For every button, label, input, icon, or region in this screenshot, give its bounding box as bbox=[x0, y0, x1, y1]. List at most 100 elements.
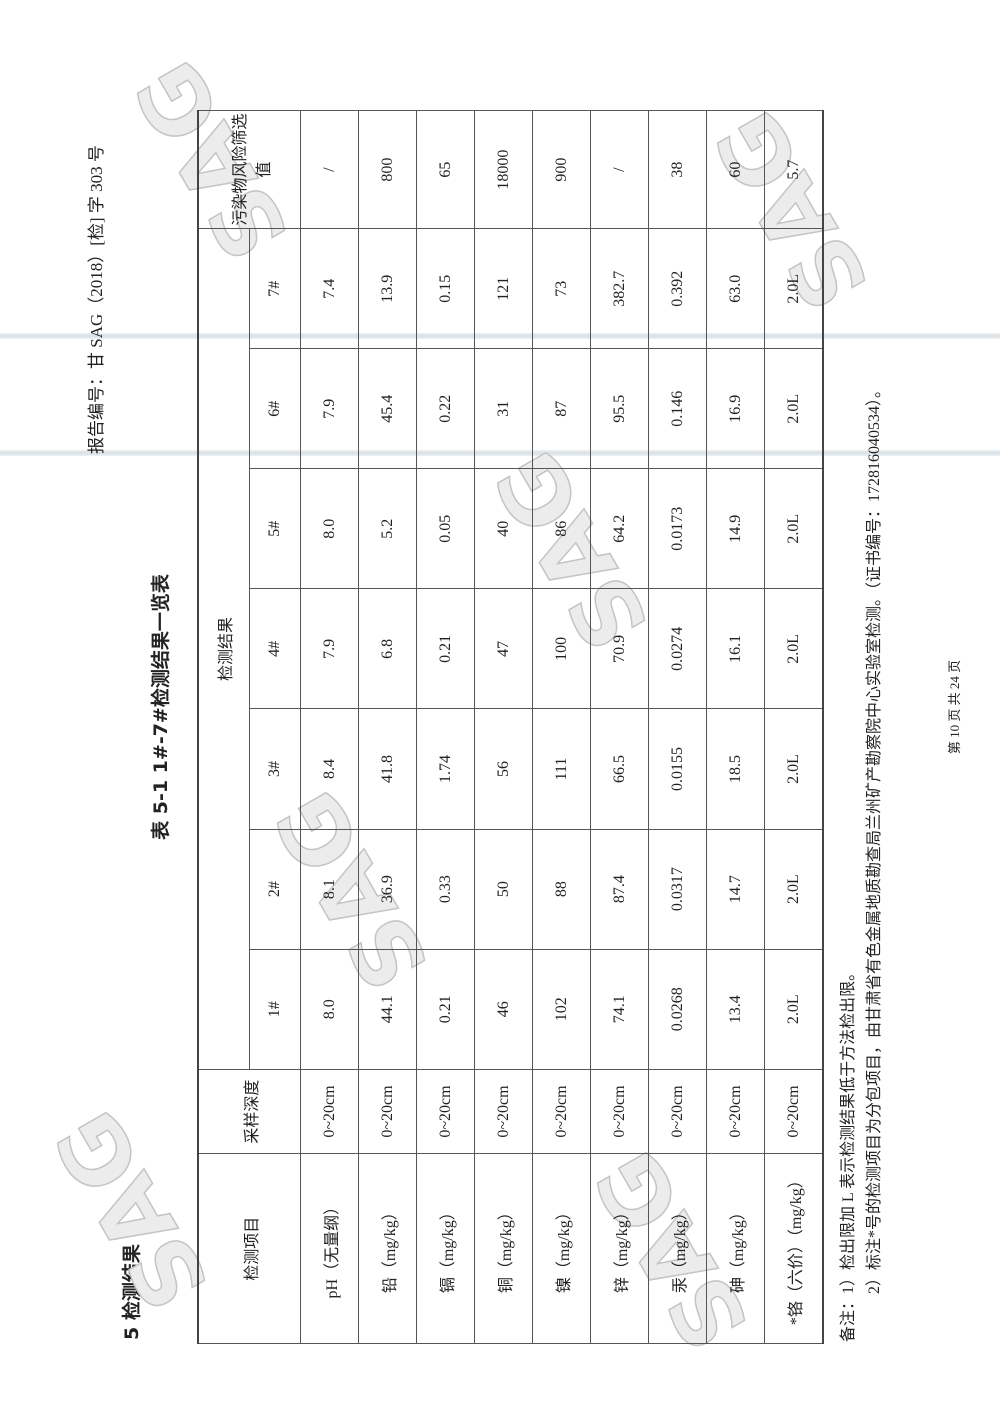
cell-depth: 0~20cm bbox=[416, 1069, 475, 1154]
cell-value: 0.33 bbox=[416, 829, 475, 950]
cell-value: 8.0 bbox=[300, 468, 359, 589]
cell-value: 0.0155 bbox=[648, 708, 707, 830]
cell-limit: 38 bbox=[648, 110, 707, 229]
cell-value: 6.8 bbox=[358, 588, 417, 709]
cell-item: 镍（mg/kg） bbox=[532, 1153, 591, 1344]
cell-value: 7.9 bbox=[300, 588, 359, 709]
cell-value: 50 bbox=[474, 829, 533, 950]
cell-value: 0.0173 bbox=[648, 468, 707, 589]
header-site: 3# bbox=[249, 708, 301, 830]
cell-item: 砷（mg/kg） bbox=[706, 1153, 765, 1344]
cell-value: 8.4 bbox=[300, 708, 359, 830]
cell-value: 40 bbox=[474, 468, 533, 589]
cell-value: 8.1 bbox=[300, 829, 359, 950]
cell-value: 16.1 bbox=[706, 588, 765, 709]
table-body: pH（无量纲） 0~20cm 8.0 8.1 8.4 7.9 8.0 7.9 7.4/铅（mg/… bbox=[300, 110, 823, 1344]
cell-value: 2.0L bbox=[764, 588, 823, 709]
table-row: 镍（mg/kg） 0~20cm 102 88 111 100 86 87 73 900 bbox=[532, 110, 591, 1344]
cell-limit: 60 bbox=[706, 110, 765, 229]
cell-value: 1.74 bbox=[416, 708, 475, 830]
cell-value: 13.9 bbox=[358, 228, 417, 349]
results-table: 检测项目 采样深度 检测结果 污染物风险筛选值 1# 2# 3# 4# 5# 6# 7# p… bbox=[197, 110, 824, 1344]
cell-value: 0.21 bbox=[416, 588, 475, 709]
header-site: 5# bbox=[249, 468, 301, 589]
cell-value: 64.2 bbox=[590, 468, 649, 589]
cell-value: 63.0 bbox=[706, 228, 765, 349]
cell-value: 46 bbox=[474, 949, 533, 1070]
cell-depth: 0~20cm bbox=[532, 1069, 591, 1154]
cell-value: 95.5 bbox=[590, 348, 649, 469]
cell-limit: 800 bbox=[358, 110, 417, 229]
cell-value: 7.4 bbox=[300, 228, 359, 349]
cell-value: 56 bbox=[474, 708, 533, 830]
section-title: 5 检测结果 bbox=[121, 1244, 143, 1340]
cell-value: 14.9 bbox=[706, 468, 765, 589]
cell-value: 0.15 bbox=[416, 228, 475, 349]
cell-value: 31 bbox=[474, 348, 533, 469]
cell-value: 14.7 bbox=[706, 829, 765, 950]
cell-value: 121 bbox=[474, 228, 533, 349]
cell-value: 41.8 bbox=[358, 708, 417, 830]
cell-value: 0.392 bbox=[648, 228, 707, 349]
cell-limit: / bbox=[590, 110, 649, 229]
header-depth: 采样深度 bbox=[198, 1069, 301, 1154]
cell-value: 5.2 bbox=[358, 468, 417, 589]
cell-value: 102 bbox=[532, 949, 591, 1070]
cell-limit: 900 bbox=[532, 110, 591, 229]
cell-value: 111 bbox=[532, 708, 591, 830]
page-footer: 第 10 页 共 24 页 bbox=[947, 659, 962, 755]
cell-value: 0.0268 bbox=[648, 949, 707, 1070]
cell-value: 0.146 bbox=[648, 348, 707, 469]
cell-value: 0.22 bbox=[416, 348, 475, 469]
notes: 备注：1）检出限加 L 表示检测结果低于方法检出限。 2）标注*号的检测项目为分… bbox=[836, 382, 888, 1342]
cell-depth: 0~20cm bbox=[706, 1069, 765, 1154]
cell-value: 36.9 bbox=[358, 829, 417, 950]
cell-depth: 0~20cm bbox=[474, 1069, 533, 1154]
table-row: 汞（mg/kg） 0~20cm 0.0268 0.0317 0.0155 0.0274 0.… bbox=[648, 110, 707, 1344]
table-row: pH（无量纲） 0~20cm 8.0 8.1 8.4 7.9 8.0 7.9 7.4/ bbox=[300, 110, 359, 1344]
cell-value: 2.0L bbox=[764, 708, 823, 830]
cell-value: 2.0L bbox=[764, 348, 823, 469]
header-site: 6# bbox=[249, 348, 301, 469]
header-results: 检测结果 bbox=[198, 228, 250, 1070]
table-row: *铬（六价）（mg/kg） 0~20cm 2.0L 2.0L 2.0L 2.0L 2.0L 2… bbox=[764, 110, 823, 1344]
note-2: 2）标注*号的检测项目为分包项目，由甘肃省有色金属地质勘查局兰州矿产勘察院中心实… bbox=[866, 381, 883, 1342]
cell-limit: 65 bbox=[416, 110, 475, 229]
cell-value: 0.05 bbox=[416, 468, 475, 589]
cell-limit: 18000 bbox=[474, 110, 533, 229]
cell-value: 70.9 bbox=[590, 588, 649, 709]
cell-value: 2.0L bbox=[764, 949, 823, 1070]
note-1: 备注：1）检出限加 L 表示检测结果低于方法检出限。 bbox=[840, 964, 857, 1342]
cell-value: 88 bbox=[532, 829, 591, 950]
table-title: 表 5-1 1#-7#检测结果一览表 bbox=[150, 574, 172, 840]
cell-value: 45.4 bbox=[358, 348, 417, 469]
cell-value: 0.21 bbox=[416, 949, 475, 1070]
cell-value: 8.0 bbox=[300, 949, 359, 1070]
cell-limit: / bbox=[300, 110, 359, 229]
cell-value: 382.7 bbox=[590, 228, 649, 349]
cell-value: 100 bbox=[532, 588, 591, 709]
cell-limit: 5.7 bbox=[764, 110, 823, 229]
cell-value: 0.0274 bbox=[648, 588, 707, 709]
cell-value: 73 bbox=[532, 228, 591, 349]
cell-value: 2.0L bbox=[764, 228, 823, 349]
cell-value: 74.1 bbox=[590, 949, 649, 1070]
table-row: 铜（mg/kg） 0~20cm 46 50 56 47 40 31 121 18000 bbox=[474, 110, 533, 1344]
header-limit: 污染物风险筛选值 bbox=[198, 110, 301, 229]
cell-value: 47 bbox=[474, 588, 533, 709]
cell-value: 18.5 bbox=[706, 708, 765, 830]
cell-item: *铬（六价）（mg/kg） bbox=[764, 1153, 823, 1344]
report-number: 报告编号：甘 SAG（2018）[检] 字 303 号 bbox=[87, 145, 106, 454]
cell-depth: 0~20cm bbox=[764, 1069, 823, 1154]
cell-value: 87 bbox=[532, 348, 591, 469]
cell-value: 0.0317 bbox=[648, 829, 707, 950]
header-site: 4# bbox=[249, 588, 301, 709]
cell-item: 锌（mg/kg） bbox=[590, 1153, 649, 1344]
cell-item: 镉（mg/kg） bbox=[416, 1153, 475, 1344]
cell-value: 16.9 bbox=[706, 348, 765, 469]
table-row: 砷（mg/kg） 0~20cm 13.4 14.7 18.5 16.1 14.9 16.9 63… bbox=[706, 110, 765, 1344]
cell-depth: 0~20cm bbox=[648, 1069, 707, 1154]
cell-value: 86 bbox=[532, 468, 591, 589]
cell-value: 66.5 bbox=[590, 708, 649, 830]
